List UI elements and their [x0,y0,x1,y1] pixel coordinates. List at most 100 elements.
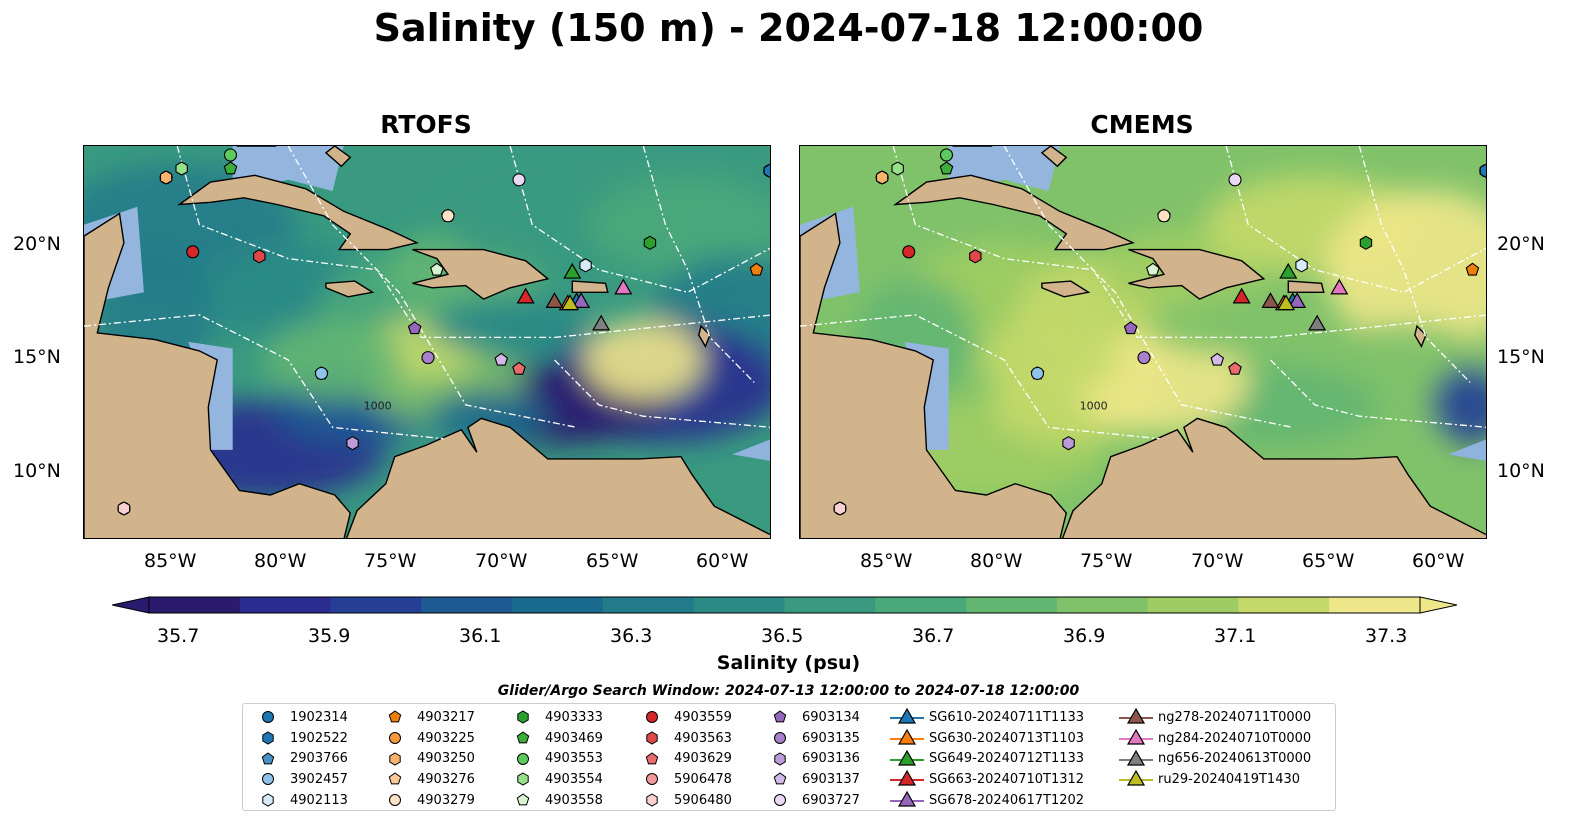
hexagon-marker-icon [389,752,401,766]
legend-label: 4903469 [545,730,603,746]
x-tick-label: 60°W [1412,550,1465,572]
legend-label: 4903558 [545,792,603,808]
salinity-patch [978,319,1119,400]
legend-item: SG649-20240712T1133 [888,748,1084,769]
argo-float-marker [902,245,916,259]
legend-label: ru29-20240419T1430 [1158,771,1301,787]
argo-float-marker [1123,321,1138,335]
legend-label: SG663-20240710T1312 [929,771,1085,787]
legend-label: 6903135 [802,730,860,746]
hexagon-marker-icon [262,731,274,745]
glider-marker [516,287,535,304]
salinity-field [800,164,1486,500]
argo-float-marker [494,352,509,366]
argo-float-marker [1359,235,1373,250]
eez-boundary [509,146,770,293]
argo-float-marker [939,161,954,175]
argo-float-marker [407,321,422,335]
salinity-patch [587,174,770,275]
x-tick-label: 75°W [364,550,417,572]
atlantic-shelf [732,439,770,461]
land-lesser [698,324,711,348]
legend-item: 1902314 [249,707,348,728]
circle-marker-icon [646,711,658,724]
legend-column: 6903134 6903135 6903136 6903137 6903727 [761,707,860,810]
legend-label: 6903137 [802,771,860,787]
argo-float-marker [1228,361,1242,375]
figure-title: Salinity (150 m) - 2024-07-18 12:00:00 [373,6,1204,50]
hexagon-marker-icon [517,772,529,786]
glider-marker [1232,287,1251,304]
argo-float-marker [512,361,526,375]
argo-float-marker [1157,209,1171,223]
legend-item: ng278-20240711T0000 [1117,707,1311,728]
eez-boundary [84,314,444,440]
y-tick-label: 10°N [13,460,61,482]
legend-label: 4902113 [290,792,348,808]
y-tick-label: 20°N [13,233,61,255]
salinity-patch [262,319,403,400]
colorbar-tick-label: 36.1 [459,625,502,647]
legend-item: 4903559 [633,707,732,728]
legend-label: 4903279 [417,792,475,808]
hexagon-marker-icon [262,793,274,807]
argo-float-marker [346,436,359,451]
colorbar-extend-min [112,596,150,614]
triangle-marker-icon [1119,770,1153,787]
triangle-marker-icon [890,708,924,724]
argo-float-marker [643,235,657,250]
x-tick-label: 80°W [254,550,307,572]
eez-boundary [287,146,577,429]
triangle-marker-icon [890,770,924,787]
eez-boundary [176,146,770,339]
rtofs-map: 1000 [83,145,771,539]
eez-boundary [800,314,1160,440]
y-tick-label: 15°N [1497,346,1545,368]
argo-float-marker [939,148,954,162]
glider-marker [1261,292,1280,308]
legend-item: 4903553 [504,748,603,769]
legend-item: 6903137 [761,769,860,790]
pentagon-marker-icon [388,710,402,723]
x-tick-label: 85°W [144,550,197,572]
legend-item: 4903563 [633,728,732,749]
cmems-map: 1000 [799,145,1487,539]
legend-label: 4903629 [674,751,732,767]
glider-marker [545,292,564,308]
salinity-patch [1325,189,1486,350]
legend-label: ng284-20240710T0000 [1158,730,1312,746]
triangle-marker-icon [890,728,924,745]
colorbar-tick-label: 35.7 [157,625,200,647]
argo-float-marker [159,170,173,185]
colorbar-segment [1147,597,1239,613]
legend-label: 4903554 [545,771,603,787]
land-bahamas [1040,146,1068,168]
land-puertorico [1287,280,1325,294]
colorbar-tick-label: 36.7 [912,625,955,647]
legend-item: SG630-20240713T1103 [888,728,1084,749]
y-tick-label: 10°N [1497,460,1545,482]
hexagon-marker-icon [646,793,658,807]
triangle-marker-icon [890,749,924,766]
circle-marker-icon [389,794,401,807]
land-puertorico [571,280,609,294]
argo-float-marker [763,163,770,178]
colorbar-segment [966,597,1058,613]
legend-item: 4903279 [376,790,475,811]
pentagon-marker-icon [516,731,530,744]
panel-title-rtofs: RTOFS [380,110,472,139]
atlantic-shelf [1448,439,1486,461]
land-hispaniola [1128,248,1266,300]
legend-label: 4903217 [417,709,475,725]
legend-column: 4903333 4903469 4903553 4903554 4903558 [504,707,603,810]
argo-float-marker [1295,258,1308,273]
legend-item: 2903766 [249,748,348,769]
legend-label: 1902522 [290,730,348,746]
pentagon-marker-icon [773,772,787,785]
pentagon-marker-icon [773,710,787,723]
glider-marker [592,314,611,331]
legend-label: 4903559 [674,709,732,725]
glider-marker [572,292,591,308]
glider-marker [614,278,633,295]
legend-label: 4903563 [674,730,732,746]
